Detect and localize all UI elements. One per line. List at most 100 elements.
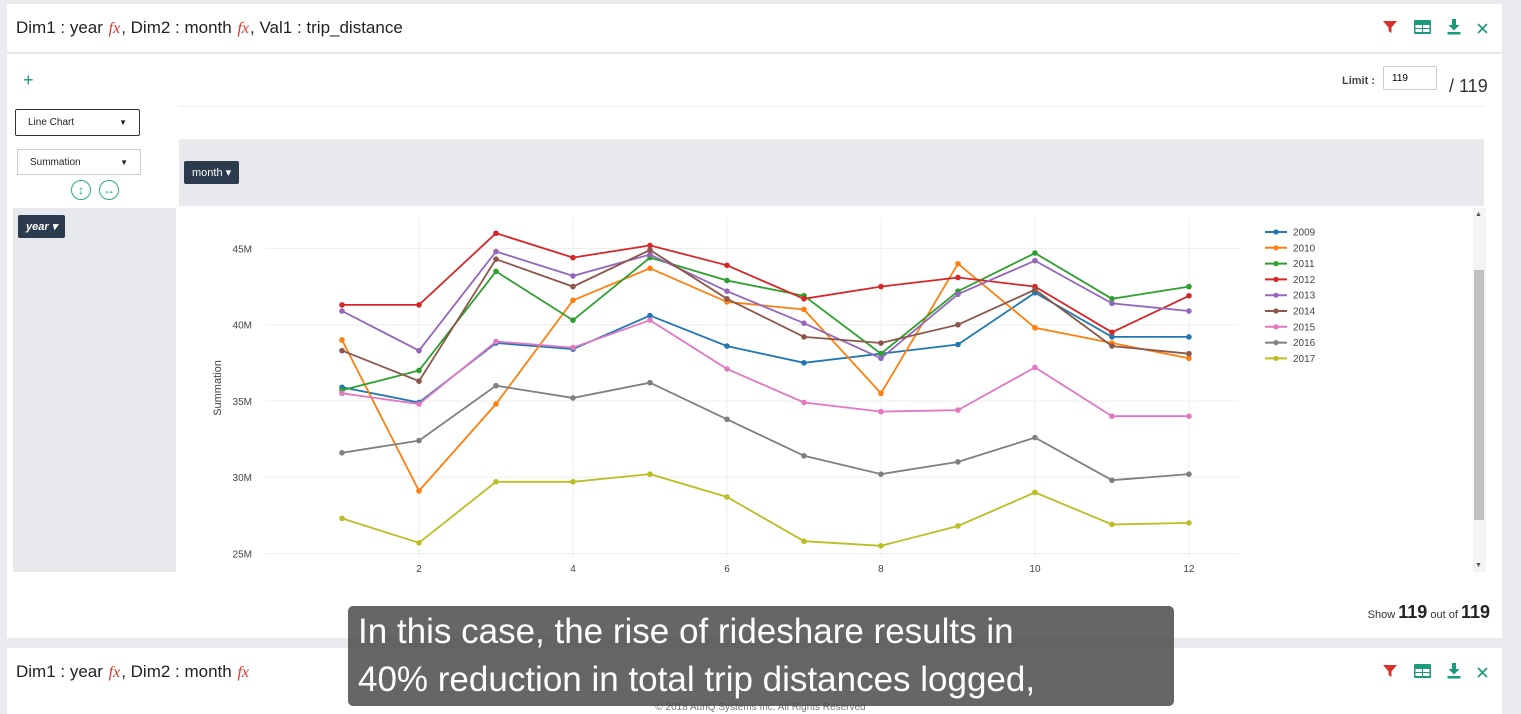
download-icon[interactable] bbox=[1447, 19, 1461, 40]
data-point-2013 bbox=[1186, 308, 1192, 314]
data-point-2015 bbox=[1032, 364, 1038, 371]
line-chart: 25M 30M 35M 40M 45M 2 4 6 8 10 12 Summation 2009 2010… bbox=[212, 218, 1316, 572]
title-dim2: , Dim2 : month bbox=[121, 18, 232, 37]
scroll-up-icon[interactable]: ▲ bbox=[1475, 211, 1482, 218]
data-point-2017 bbox=[724, 494, 730, 500]
x-tick-label: 8 bbox=[878, 564, 884, 572]
data-point-2014 bbox=[493, 256, 499, 262]
data-point-2010 bbox=[955, 260, 961, 267]
table-icon[interactable] bbox=[1414, 20, 1431, 39]
x-tick-label: 6 bbox=[724, 564, 730, 572]
aggregation-select[interactable]: Summation ▼ bbox=[17, 149, 141, 175]
fx-icon[interactable]: fx bbox=[108, 20, 121, 37]
data-point-2017 bbox=[1109, 521, 1115, 528]
year-dimension-tag[interactable]: year ▾ bbox=[18, 215, 66, 238]
scroll-down-icon[interactable]: ▼ bbox=[1475, 562, 1482, 569]
panel-toolbar bbox=[1382, 19, 1488, 40]
limit-total: / 119 bbox=[1449, 76, 1488, 96]
month-dimension-tag[interactable]: month ▾ bbox=[184, 161, 240, 184]
limit-input[interactable] bbox=[1383, 66, 1437, 90]
scrollbar-thumb[interactable] bbox=[1474, 270, 1484, 520]
title-dim2: , Dim2 : month bbox=[121, 662, 232, 681]
data-point-2010 bbox=[570, 297, 576, 304]
data-point-2012 bbox=[955, 274, 961, 281]
vertical-resize-icon[interactable]: ↕ bbox=[71, 180, 91, 200]
show-label: Show bbox=[1367, 609, 1396, 621]
data-point-2010 bbox=[647, 265, 653, 272]
legend-marker-2016 bbox=[1273, 340, 1279, 346]
panel-title: Dim1 : year fx, Dim2 : month fx, Val1 : … bbox=[16, 18, 403, 38]
title-val1: , Val1 : trip_distance bbox=[250, 18, 403, 37]
data-point-2013 bbox=[647, 251, 653, 258]
data-point-2017 bbox=[647, 471, 653, 477]
data-point-2014 bbox=[878, 340, 884, 346]
chart-type-value: Line Chart bbox=[28, 117, 75, 128]
fx-icon[interactable]: fx bbox=[108, 664, 121, 681]
series-line-2010 bbox=[341, 262, 1190, 493]
series-line-2016 bbox=[341, 381, 1190, 482]
legend-label-2010: 2010 bbox=[1293, 243, 1316, 254]
legend-marker-2017 bbox=[1273, 355, 1279, 361]
data-point-2009 bbox=[1109, 334, 1115, 340]
data-point-2015 bbox=[1109, 413, 1115, 420]
data-point-2012 bbox=[1186, 292, 1192, 299]
filter-bar bbox=[179, 106, 1484, 140]
data-point-2017 bbox=[1032, 489, 1038, 496]
series-line-2015 bbox=[341, 319, 1189, 418]
legend-label-2013: 2013 bbox=[1293, 291, 1316, 302]
y-axis-label: Summation bbox=[212, 360, 224, 416]
fx-icon[interactable]: fx bbox=[237, 20, 250, 37]
column-dimension-bar bbox=[179, 140, 1484, 206]
series-line-2017 bbox=[341, 473, 1190, 547]
pivot-panel: Dim1 : year fx, Dim2 : month fx, Val1 : … bbox=[7, 4, 1502, 638]
filter-icon[interactable] bbox=[1382, 19, 1398, 40]
legend-label-2015: 2015 bbox=[1293, 322, 1316, 333]
chart-scrollbar[interactable]: ▲ ▼ bbox=[1473, 208, 1486, 572]
data-point-2016 bbox=[878, 471, 884, 477]
data-point-2012 bbox=[339, 302, 345, 308]
horizontal-resize-icon[interactable]: ↔ bbox=[99, 180, 119, 200]
row-count: Show 119 out of 119 bbox=[1368, 602, 1490, 623]
data-point-2012 bbox=[416, 302, 422, 308]
limit-label: Limit : bbox=[1342, 75, 1375, 87]
table-icon[interactable] bbox=[1414, 664, 1431, 683]
download-icon[interactable] bbox=[1447, 663, 1461, 684]
data-point-2014 bbox=[416, 378, 422, 384]
chart-type-select[interactable]: Line Chart ▼ bbox=[15, 109, 140, 136]
close-icon[interactable] bbox=[1477, 21, 1488, 39]
data-point-2014 bbox=[1109, 343, 1115, 349]
y-tick-label: 45M bbox=[233, 244, 252, 255]
caption-line-1: In this case, the rise of rideshare resu… bbox=[358, 612, 1014, 651]
data-point-2013 bbox=[801, 320, 807, 327]
data-point-2009 bbox=[647, 312, 653, 319]
data-point-2013 bbox=[724, 288, 730, 294]
x-tick-label: 12 bbox=[1183, 564, 1195, 572]
series-line-2012 bbox=[342, 232, 1190, 334]
close-icon[interactable] bbox=[1477, 665, 1488, 683]
data-point-2013 bbox=[1109, 300, 1115, 307]
caption-line-2: 40% reduction in total trip distances lo… bbox=[358, 660, 1036, 699]
data-point-2011 bbox=[724, 277, 730, 284]
data-point-2014 bbox=[1186, 350, 1192, 357]
legend-marker-2012 bbox=[1273, 276, 1279, 282]
data-point-2014 bbox=[955, 321, 961, 328]
add-button[interactable]: + bbox=[23, 70, 34, 90]
data-point-2015 bbox=[955, 407, 961, 413]
data-point-2011 bbox=[1109, 296, 1115, 302]
filter-icon[interactable] bbox=[1382, 663, 1398, 684]
data-point-2013 bbox=[955, 291, 961, 298]
data-point-2017 bbox=[493, 478, 499, 485]
copyright-footer: © 2018 AuriQ Systems Inc. All Rights Res… bbox=[655, 702, 866, 713]
legend-marker-2014 bbox=[1273, 308, 1279, 314]
data-point-2016 bbox=[416, 437, 422, 444]
data-point-2014 bbox=[570, 283, 576, 290]
data-point-2014 bbox=[647, 247, 653, 253]
data-point-2017 bbox=[878, 543, 884, 549]
legend-marker-2011 bbox=[1273, 261, 1279, 267]
data-point-2014 bbox=[339, 347, 345, 354]
panel-toolbar bbox=[1382, 663, 1488, 684]
panel-header: Dim1 : year fx, Dim2 : month fx, Val1 : … bbox=[7, 4, 1502, 54]
fx-icon[interactable]: fx bbox=[237, 664, 250, 681]
y-tick-label: 25M bbox=[233, 549, 252, 560]
data-point-2011 bbox=[1186, 283, 1192, 290]
